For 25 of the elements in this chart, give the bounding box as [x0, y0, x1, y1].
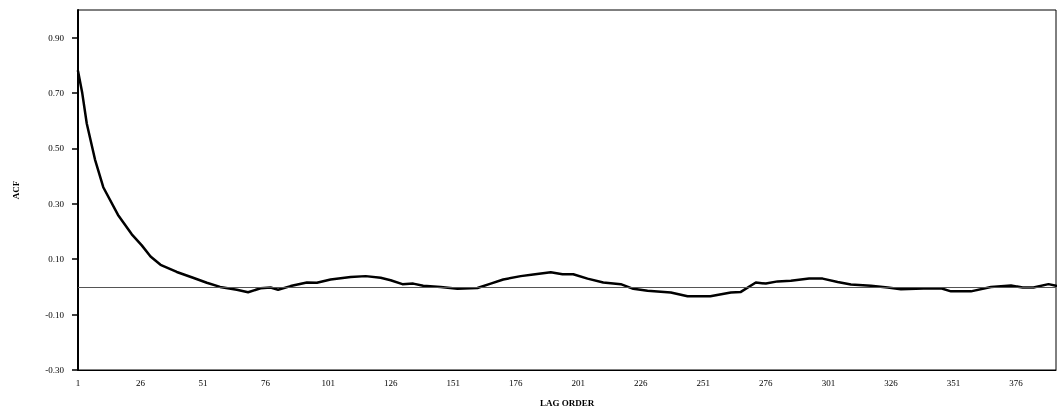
- x-tick-label: 51: [198, 377, 208, 388]
- y-tick-label: 0.50: [48, 143, 65, 154]
- x-tick-label: 201: [571, 377, 586, 388]
- x-tick-label: 126: [383, 377, 398, 388]
- x-tick-label: 251: [696, 377, 711, 388]
- x-tick-label: 176: [508, 377, 523, 388]
- x-tick-label: 351: [946, 377, 961, 388]
- x-tick-label: 151: [446, 377, 460, 388]
- y-tick-label: -0.10: [45, 309, 65, 320]
- x-tick-label: 301: [821, 377, 836, 388]
- y-axis-title: ACF: [10, 180, 21, 200]
- y-tick-label: 0.10: [48, 254, 65, 265]
- x-tick-label: 226: [634, 377, 649, 388]
- y-tick-label: 0.70: [48, 88, 65, 99]
- x-tick-label: 1: [75, 377, 81, 388]
- x-tick-label: 376: [1009, 377, 1024, 388]
- x-tick-label: 276: [759, 377, 774, 388]
- x-tick-label: 101: [321, 377, 335, 388]
- x-tick-label: 26: [136, 377, 146, 388]
- x-tick-label: 76: [261, 377, 271, 388]
- y-tick-label: 0.30: [48, 198, 65, 209]
- y-tick-label: 0.90: [48, 32, 65, 43]
- x-axis-title: LAG ORDER: [539, 397, 595, 408]
- y-tick-label: -0.30: [45, 365, 65, 375]
- x-tick-label: 326: [884, 377, 899, 388]
